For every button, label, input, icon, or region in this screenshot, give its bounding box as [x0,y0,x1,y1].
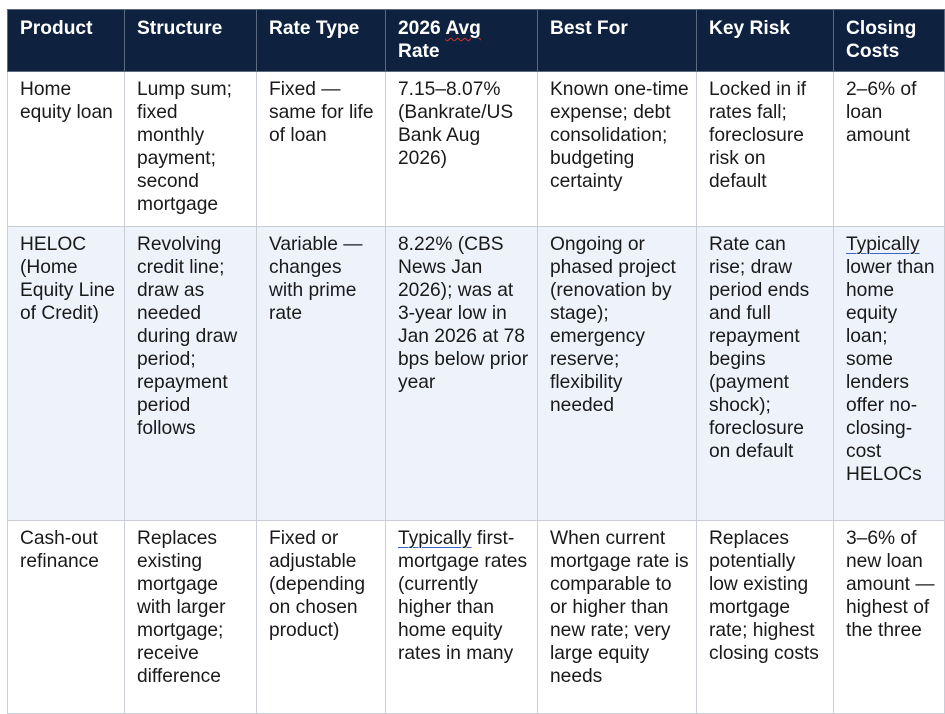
cell-product: HELOC (Home Equity Line of Credit) [7,226,125,521]
grammar-flag-typically: Typically [846,234,920,255]
cell-structure: Lump sum; fixed monthly payment; second … [124,71,257,227]
header-rate-type: Rate Type [256,9,386,72]
loan-comparison-table: Product Structure Rate Type 2026 Avg Rate… [7,9,945,714]
cell-product: Home equity loan [7,71,125,227]
cell-key-risk: Replaces potentially low existing mortga… [696,520,834,714]
cell-avg-rate-rest: first-mortgage rates (currently higher t… [398,528,528,664]
header-key-risk: Key Risk [696,9,834,72]
cell-closing-costs-rest: lower than home equity loan; some lender… [846,257,935,485]
header-closing-costs: Closing Costs [833,9,945,72]
cell-avg-rate: 7.15–8.07% (Bankrate/US Bank Aug 2026) [385,71,538,227]
cell-rate-type: Fixed — same for life of loan [256,71,386,227]
cell-best-for: When current mortgage rate is comparable… [537,520,697,714]
cell-closing-costs: 3–6% of new loan amount — highest of the… [833,520,945,714]
cell-closing-costs: Typically lower than home equity loan; s… [833,226,945,521]
header-row: Product Structure Rate Type 2026 Avg Rate… [7,9,945,72]
cell-key-risk: Rate can rise; draw period ends and full… [696,226,834,521]
cell-product: Cash-out refinance [7,520,125,714]
comparison-table-container: Product Structure Rate Type 2026 Avg Rate… [7,9,945,714]
cell-key-risk: Locked in if rates fall; foreclosure ris… [696,71,834,227]
header-avg-rate-avg: Avg [445,18,481,39]
header-product: Product [7,9,125,72]
cell-structure: Revolving credit line; draw as needed du… [124,226,257,521]
cell-best-for: Known one-time expense; debt consolidati… [537,71,697,227]
table-row: HELOC (Home Equity Line of Credit) Revol… [7,226,945,521]
cell-closing-costs: 2–6% of loan amount [833,71,945,227]
cell-structure: Replaces existing mortgage with larger m… [124,520,257,714]
cell-best-for: Ongoing or phased project (renovation by… [537,226,697,521]
header-avg-rate-rate: Rate [398,41,440,62]
cell-avg-rate: 8.22% (CBS News Jan 2026); was at 3-year… [385,226,538,521]
header-avg-rate: 2026 Avg Rate [385,9,538,72]
table-row: Home equity loan Lump sum; fixed monthly… [7,71,945,227]
cell-rate-type: Fixed or adjustable (depending on chosen… [256,520,386,714]
grammar-flag-typically: Typically [398,528,472,549]
cell-rate-type: Variable — changes with prime rate [256,226,386,521]
header-avg-rate-year: 2026 [398,18,441,39]
table-row: Cash-out refinance Replaces existing mor… [7,520,945,714]
cell-avg-rate: Typically first-mortgage rates (currentl… [385,520,538,714]
header-best-for: Best For [537,9,697,72]
header-structure: Structure [124,9,257,72]
